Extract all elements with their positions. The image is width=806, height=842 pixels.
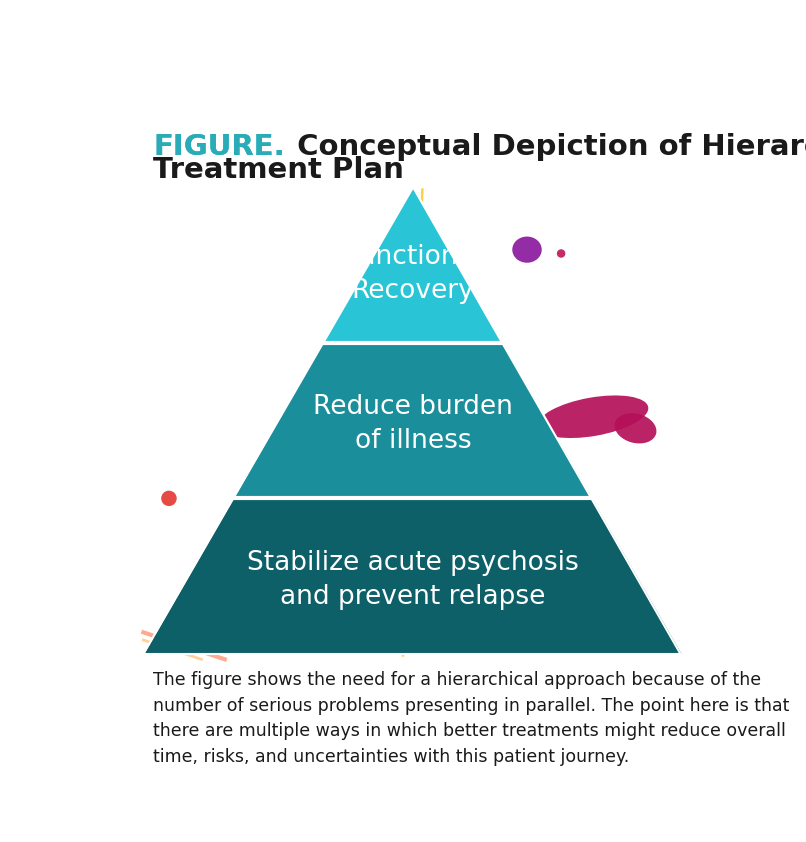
Text: Stabilize acute psychosis
and prevent relapse: Stabilize acute psychosis and prevent re… (247, 550, 579, 610)
Text: Functional
Recovery: Functional Recovery (345, 244, 481, 304)
Text: FIGURE.: FIGURE. (153, 133, 285, 162)
Polygon shape (234, 343, 592, 498)
Text: Conceptual Depiction of Hierarchical: Conceptual Depiction of Hierarchical (287, 133, 806, 162)
Text: Treatment Plan: Treatment Plan (153, 157, 405, 184)
Text: Reduce burden
of illness: Reduce burden of illness (314, 394, 513, 455)
Ellipse shape (557, 249, 565, 258)
Ellipse shape (513, 237, 542, 263)
Ellipse shape (614, 413, 656, 444)
Ellipse shape (161, 491, 177, 506)
Text: FIGURE.: FIGURE. (153, 133, 285, 162)
Text: The figure shows the need for a hierarchical approach because of the
number of s: The figure shows the need for a hierarch… (153, 671, 790, 766)
Polygon shape (323, 187, 503, 343)
Polygon shape (144, 498, 682, 654)
Ellipse shape (538, 396, 648, 438)
